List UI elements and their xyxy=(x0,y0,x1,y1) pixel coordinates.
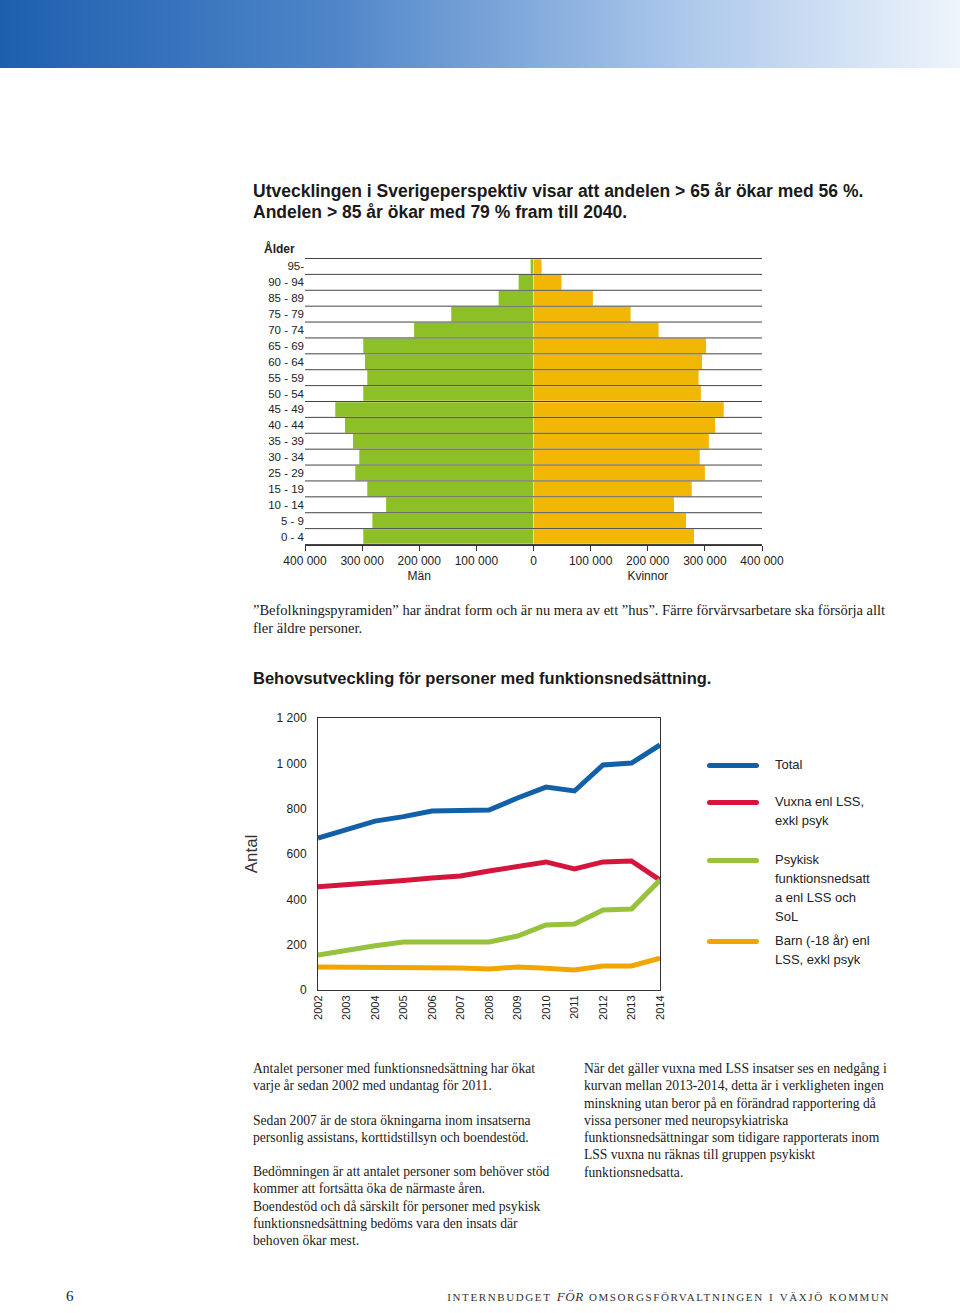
svg-text:200 000: 200 000 xyxy=(626,554,670,568)
svg-text:75 - 79: 75 - 79 xyxy=(268,308,304,320)
svg-text:200 000: 200 000 xyxy=(398,554,442,568)
svg-text:45 - 49: 45 - 49 xyxy=(268,403,304,415)
svg-text:2006: 2006 xyxy=(426,995,438,1019)
svg-text:2008: 2008 xyxy=(483,995,495,1019)
html-text:När det gäller vuxna med LSS i: När det gäller vuxna med LSS insatser se… xyxy=(584,1061,887,1180)
html-text:Psykisk funktionsnedsatta enl: Psykisk funktionsnedsatta enl LSS och So… xyxy=(775,852,870,924)
html-text:Total: Total xyxy=(775,757,803,772)
html-text:6: 6 xyxy=(66,1288,74,1304)
svg-text:25 - 29: 25 - 29 xyxy=(268,467,304,479)
svg-text:100 000: 100 000 xyxy=(455,554,499,568)
svg-text:1 200: 1 200 xyxy=(277,711,307,725)
svg-text:0 - 4: 0 - 4 xyxy=(281,531,305,543)
svg-text:2014: 2014 xyxy=(654,995,666,1019)
svg-text:400 000: 400 000 xyxy=(283,554,327,568)
svg-text:2002: 2002 xyxy=(312,995,324,1019)
svg-text:70 - 74: 70 - 74 xyxy=(268,324,304,336)
svg-text:2012: 2012 xyxy=(597,995,609,1019)
svg-text:95-: 95- xyxy=(287,260,304,272)
svg-text:Kvinnor: Kvinnor xyxy=(627,569,668,583)
svg-text:85 - 89: 85 - 89 xyxy=(268,292,304,304)
svg-text:2003: 2003 xyxy=(340,995,352,1019)
html-text:Barn (-18 år) enl LSS, exkl ps: Barn (-18 år) enl LSS, exkl psyk xyxy=(775,933,870,967)
svg-text:15 - 19: 15 - 19 xyxy=(268,483,304,495)
svg-text:0: 0 xyxy=(300,983,307,997)
svg-text:2011: 2011 xyxy=(568,995,580,1019)
svg-text:5 - 9: 5 - 9 xyxy=(281,515,304,527)
svg-text:2007: 2007 xyxy=(454,995,466,1019)
svg-text:0: 0 xyxy=(530,554,537,568)
html-text:Behovsutveckling för personer: Behovsutveckling för personer med funkti… xyxy=(253,669,712,687)
svg-text:55 - 59: 55 - 59 xyxy=(268,372,304,384)
html-text:”Befolkningspyramiden” har änd: ”Befolkningspyramiden” har ändrat form o… xyxy=(253,602,886,636)
svg-text:30 - 34: 30 - 34 xyxy=(268,451,304,463)
svg-text:2005: 2005 xyxy=(397,995,409,1019)
svg-text:10 - 14: 10 - 14 xyxy=(268,499,304,511)
svg-text:400 000: 400 000 xyxy=(740,554,784,568)
svg-text:2010: 2010 xyxy=(540,995,552,1019)
html-text:Vuxna enl LSS, exkl psyk: Vuxna enl LSS, exkl psyk xyxy=(775,794,865,828)
svg-text:65 - 69: 65 - 69 xyxy=(268,340,304,352)
html-text:internbudgetföromsorgsförvaltn: internbudgetföromsorgsförvaltningen i vä… xyxy=(447,1284,890,1305)
svg-text:Män: Män xyxy=(408,569,431,583)
svg-text:300 000: 300 000 xyxy=(683,554,727,568)
svg-text:2013: 2013 xyxy=(625,995,637,1019)
svg-text:60 - 64: 60 - 64 xyxy=(268,356,304,368)
html-text:Utvecklingen i Sverigeperspekt: Utvecklingen i Sverigeperspektiv visar a… xyxy=(253,181,864,201)
svg-text:2004: 2004 xyxy=(369,995,381,1019)
svg-text:200: 200 xyxy=(287,938,307,952)
svg-text:Ålder: Ålder xyxy=(264,241,295,256)
svg-text:300 000: 300 000 xyxy=(340,554,384,568)
svg-text:800: 800 xyxy=(287,802,307,816)
html-text:Sedan 2007 är de stora ökninga: Sedan 2007 är de stora ökningarna inom i… xyxy=(253,1112,531,1145)
svg-text:400: 400 xyxy=(287,893,307,907)
svg-text:50 - 54: 50 - 54 xyxy=(268,388,304,400)
svg-text:100 000: 100 000 xyxy=(569,554,613,568)
html-text:Antalet personer med funktions: Antalet personer med funktionsnedsättnin… xyxy=(253,1061,535,1094)
svg-text:40 - 44: 40 - 44 xyxy=(268,419,304,431)
html-text:Andelen > 85 år ökar med 79 %: Andelen > 85 år ökar med 79 % fram till … xyxy=(253,202,627,222)
svg-text:1 000: 1 000 xyxy=(277,757,307,771)
html-text:Boendestöd och då särskilt för: Boendestöd och då särskilt för personer … xyxy=(253,1198,541,1249)
svg-text:90 - 94: 90 - 94 xyxy=(268,276,304,288)
svg-text:600: 600 xyxy=(287,847,307,861)
svg-text:35 - 39: 35 - 39 xyxy=(268,435,304,447)
html-text:Bedömningen är att antalet per: Bedömningen är att antalet personer som … xyxy=(253,1164,550,1197)
svg-text:Antal: Antal xyxy=(242,835,261,874)
svg-text:2009: 2009 xyxy=(511,995,523,1019)
